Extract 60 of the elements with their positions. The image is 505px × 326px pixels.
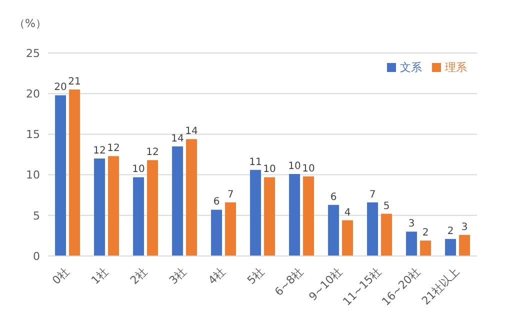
y-tick-label: 25 bbox=[26, 46, 40, 60]
bar bbox=[367, 202, 378, 256]
bar bbox=[381, 214, 392, 256]
data-label: 11 bbox=[249, 156, 262, 168]
bar bbox=[303, 176, 314, 256]
bar bbox=[328, 204, 340, 256]
bar bbox=[264, 177, 276, 256]
x-tick-label: 2社 bbox=[128, 265, 150, 287]
data-label: 12 bbox=[146, 147, 159, 158]
data-label: 12 bbox=[93, 146, 106, 157]
y-axis-title: （%） bbox=[14, 16, 46, 31]
bar bbox=[69, 90, 80, 256]
data-label: 2 bbox=[422, 228, 429, 239]
bar bbox=[186, 139, 198, 256]
data-label: 12 bbox=[107, 143, 120, 154]
bar bbox=[459, 234, 470, 256]
y-tick-label: 0 bbox=[33, 250, 40, 263]
data-label: 3 bbox=[408, 218, 415, 230]
data-label: 10 bbox=[302, 163, 315, 174]
legend-label: 理系 bbox=[445, 61, 467, 74]
x-tick-label: 5社 bbox=[244, 265, 267, 287]
bar bbox=[55, 95, 66, 256]
data-label: 6 bbox=[213, 196, 220, 208]
bar bbox=[94, 158, 106, 256]
data-label: 7 bbox=[369, 189, 376, 200]
data-label: 10 bbox=[263, 164, 276, 176]
bar bbox=[172, 146, 184, 256]
y-tick-label: 20 bbox=[26, 88, 40, 101]
bar bbox=[108, 156, 120, 256]
bar bbox=[420, 240, 432, 256]
y-tick-label: 15 bbox=[26, 128, 40, 142]
y-tick-label: 5 bbox=[33, 209, 40, 222]
data-label: 6 bbox=[330, 192, 337, 203]
data-label: 10 bbox=[288, 160, 301, 172]
x-tick-label: 1社 bbox=[88, 265, 111, 287]
data-label: 20 bbox=[54, 82, 67, 94]
bar bbox=[445, 238, 456, 256]
y-tick-label: 10 bbox=[26, 168, 40, 182]
data-label: 4 bbox=[344, 207, 351, 218]
data-label: 7 bbox=[227, 189, 234, 200]
bar bbox=[147, 160, 158, 256]
x-tick-label: 4社 bbox=[206, 265, 228, 287]
bar bbox=[250, 170, 262, 256]
data-label: 21 bbox=[68, 76, 81, 88]
bar bbox=[289, 174, 300, 256]
legend-label: 文系 bbox=[400, 61, 422, 74]
bar bbox=[225, 202, 236, 256]
x-tick-label: 0社 bbox=[50, 265, 72, 287]
data-label: 10 bbox=[132, 164, 145, 176]
data-label: 5 bbox=[383, 200, 390, 212]
x-tick-label: 21社以上 bbox=[419, 265, 462, 308]
bar bbox=[406, 232, 418, 256]
data-label: 2 bbox=[447, 226, 454, 237]
data-label: 14 bbox=[185, 126, 198, 138]
bar bbox=[342, 220, 354, 256]
data-label: 3 bbox=[461, 222, 468, 233]
bar bbox=[133, 177, 144, 256]
bar bbox=[211, 210, 222, 256]
data-label: 14 bbox=[171, 133, 184, 144]
x-tick-label: 3社 bbox=[166, 265, 189, 287]
